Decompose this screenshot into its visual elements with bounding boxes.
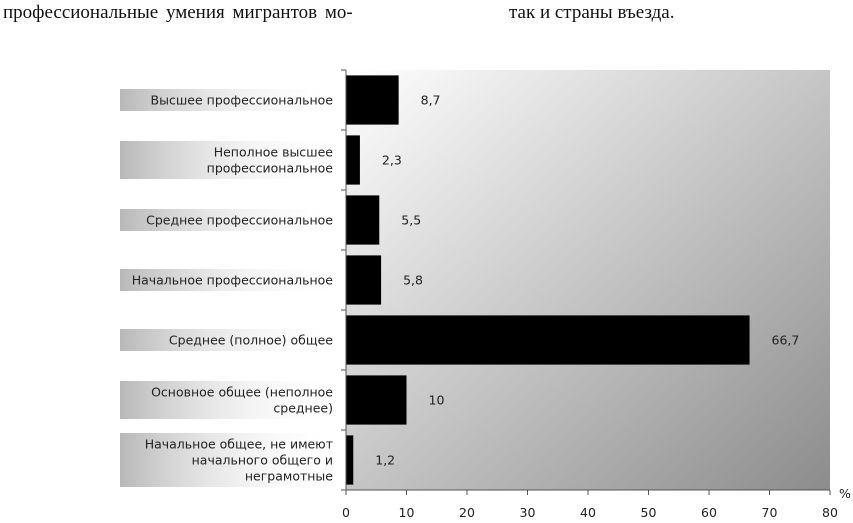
value-label: 10 [429,393,445,408]
category-label: Среднее (полное) общее [169,333,333,348]
category-label-bg [120,381,342,419]
axes [341,69,831,495]
plot-area [346,70,830,490]
bar [346,315,750,365]
x-tick-label: 0 [342,505,350,520]
category-label-bg [120,433,342,487]
body-text-right: так и страны въезда. [509,2,675,23]
x-tick-label: 20 [459,505,475,520]
bar [346,435,354,485]
x-tick-label: 80 [822,505,838,520]
bar [346,195,380,245]
category-label-bg [120,89,342,111]
category-label: Начальное профессиональное [132,273,334,288]
category-label: Основное общее (неполное среднее) [151,385,333,416]
value-label: 66,7 [772,333,800,348]
x-tick-label: 50 [641,505,657,520]
bar [346,375,407,425]
category-label: Высшее профессиональное [151,93,334,108]
category-label-bg [120,329,342,351]
bar [346,135,360,185]
body-text-left: профессиональные умения мигрантов мо- [3,2,353,23]
value-label: 5,5 [401,213,421,228]
category-label-bg [120,269,342,291]
x-tick-label: 30 [520,505,536,520]
labels: Высшее профессиональное 8,7 Неполное высше… [132,93,851,521]
category-label: Неполное высшее профессиональное [207,145,334,176]
bars [346,75,750,485]
category-label-bg [120,209,342,231]
value-label: 8,7 [421,93,441,108]
axis-unit-label: % [839,486,851,501]
bar [346,255,382,305]
category-label-bg [120,141,342,179]
category-label-backgrounds [120,89,342,487]
x-tick-label: 10 [399,505,415,520]
category-label: Среднее профессиональное [146,213,333,228]
value-label: 2,3 [382,153,402,168]
value-label: 5,8 [403,273,423,288]
x-tick-label: 70 [762,505,778,520]
x-tick-label: 60 [701,505,717,520]
value-label: 1,2 [375,453,395,468]
category-label: Начальное общее, не имеют начального обще… [145,437,334,484]
bar [346,75,399,125]
x-tick-label: 40 [580,505,596,520]
